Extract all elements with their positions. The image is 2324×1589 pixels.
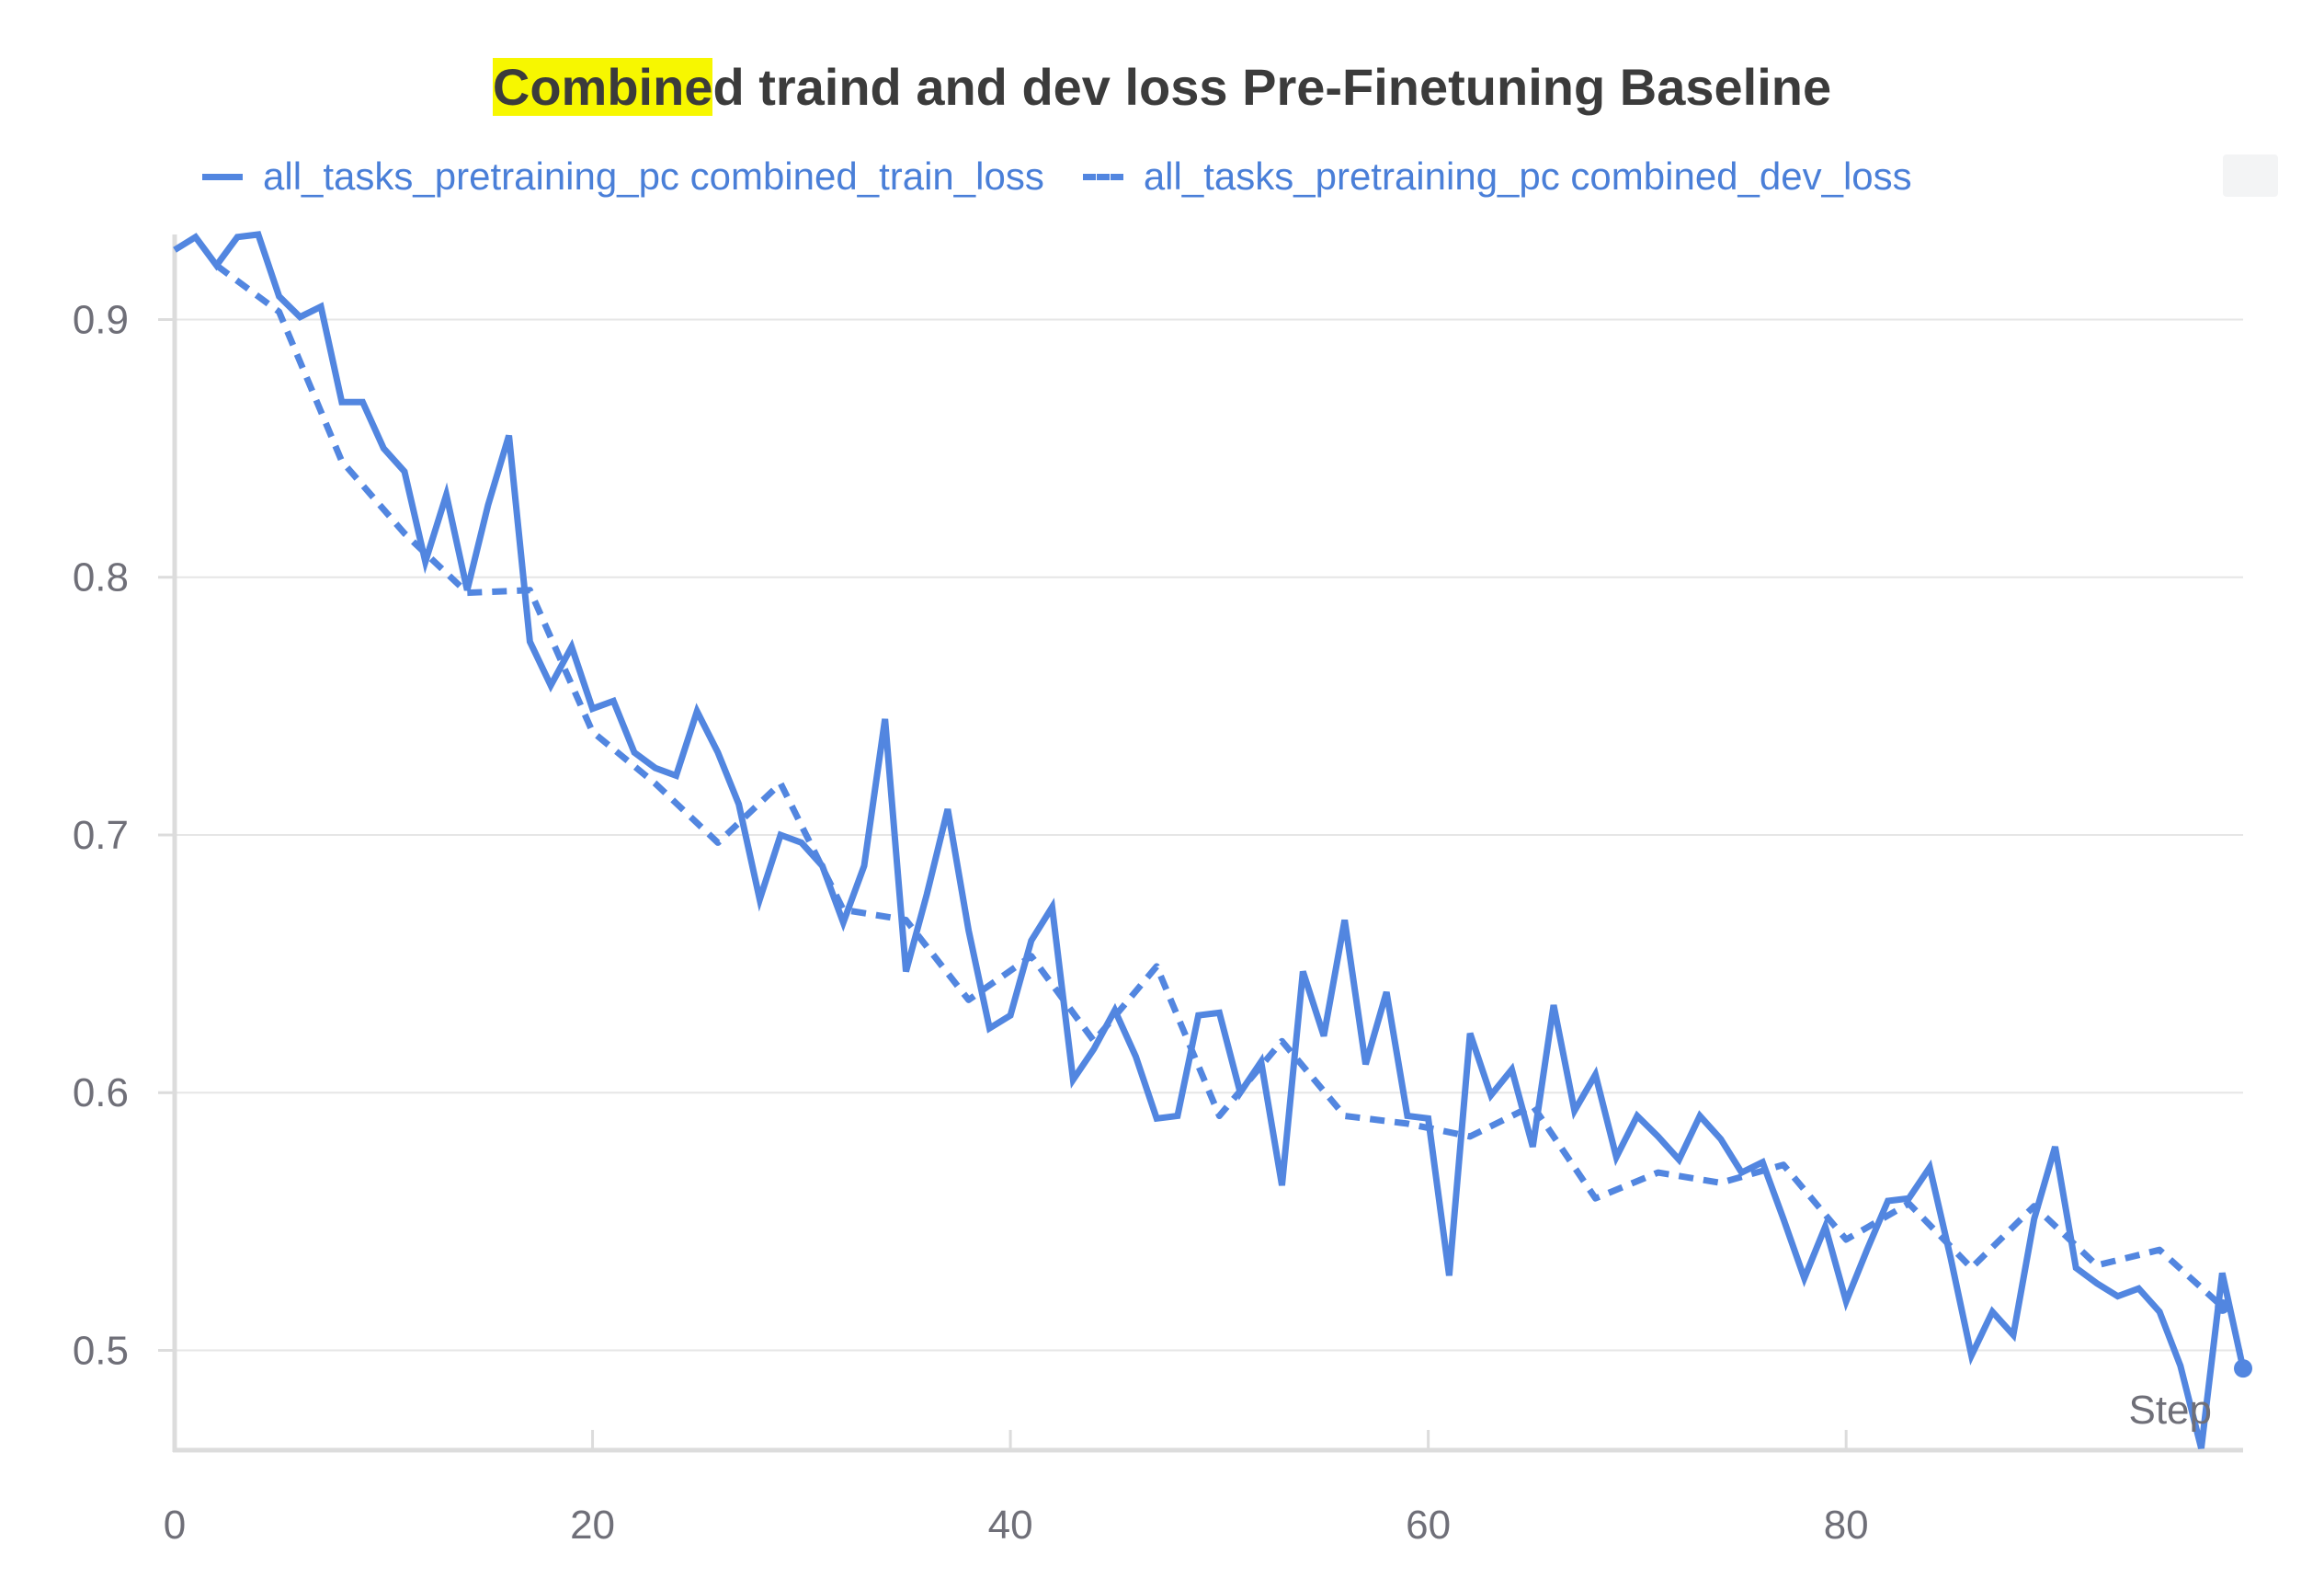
dashed-line-swatch-icon	[1082, 173, 1123, 180]
x-tick-label-3: 60	[1406, 1503, 1451, 1548]
legend-label-train: all_tasks_pretraining_pc combined_train_…	[263, 154, 1044, 198]
legend: all_tasks_pretraining_pc combined_train_…	[202, 154, 1951, 199]
x-tick-labels: 0 20 40 60 80	[164, 1503, 1869, 1548]
legend-item-dev[interactable]: all_tasks_pretraining_pc combined_dev_lo…	[1082, 154, 1912, 199]
legend-item-train[interactable]: all_tasks_pretraining_pc combined_train_…	[202, 154, 1044, 199]
y-tick-label-4: 0.9	[73, 297, 129, 342]
series-end-point-1	[2215, 1298, 2230, 1314]
x-tick-label-2: 40	[988, 1503, 1033, 1548]
series-end-point-0	[2234, 1359, 2252, 1378]
x-tick-label-0: 0	[164, 1503, 186, 1548]
x-tick-label-4: 80	[1824, 1503, 1869, 1548]
x-axis-label: Step	[2128, 1388, 2212, 1433]
y-tick-label-3: 0.8	[73, 555, 129, 600]
series-lines	[173, 231, 2252, 1449]
y-tick-labels: 0.5 0.6 0.7 0.8 0.9	[73, 297, 129, 1373]
series-line-train	[173, 231, 2247, 1449]
series-line-dev	[214, 262, 2225, 1309]
y-tick-label-2: 0.7	[73, 813, 129, 858]
x-tick-label-1: 20	[570, 1503, 615, 1548]
grid-lines	[175, 318, 2243, 1352]
solid-line-swatch-icon	[202, 173, 243, 180]
y-tick-label-0: 0.5	[73, 1329, 129, 1374]
y-tick-label-1: 0.6	[73, 1070, 129, 1115]
legend-label-dev: all_tasks_pretraining_pc combined_dev_lo…	[1143, 154, 1912, 198]
title-rest: d traind and dev loss Pre-Finetuning Bas…	[712, 58, 1832, 116]
legend-scroll-button[interactable]	[2223, 154, 2278, 197]
axes	[158, 234, 2243, 1453]
chart-title: Combined traind and dev loss Pre-Finetun…	[0, 57, 2324, 117]
title-highlight: Combine	[492, 58, 713, 116]
